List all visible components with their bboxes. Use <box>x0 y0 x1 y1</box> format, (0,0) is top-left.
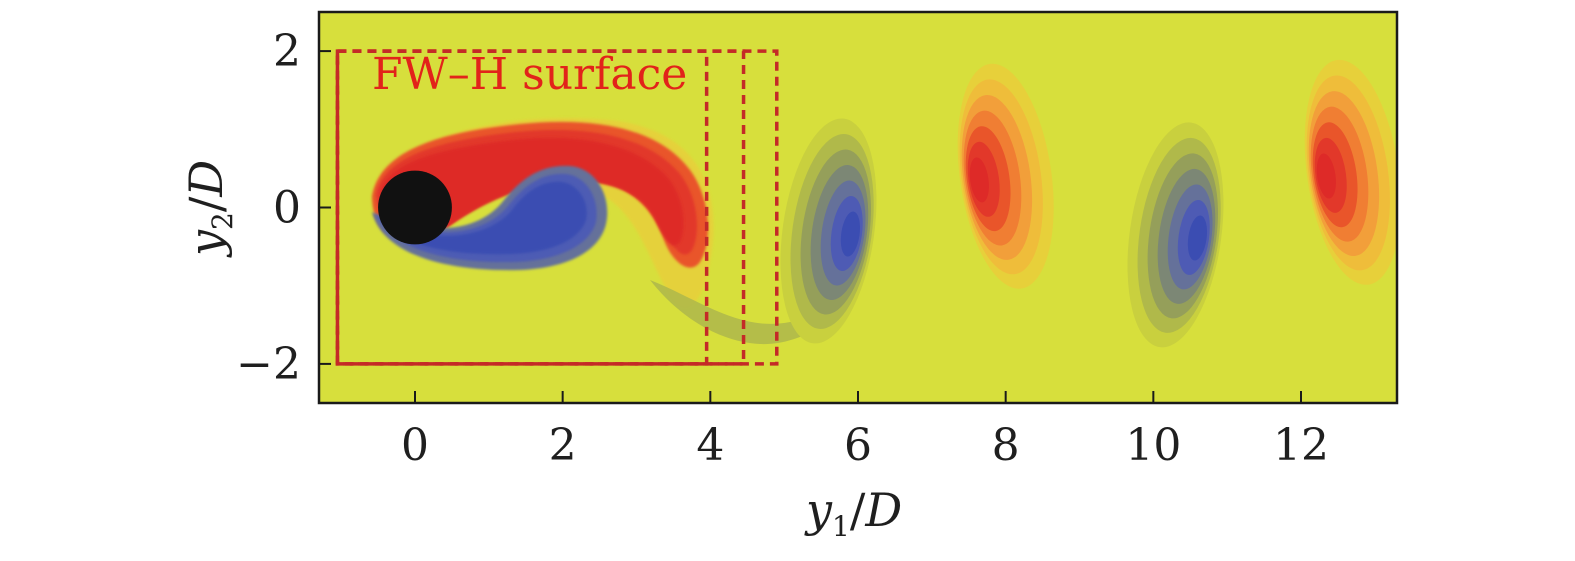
y-tick-label: 2 <box>273 26 301 77</box>
axis-ticks: 0 2 4 6 8 10 12 2 0 −2 <box>236 26 1329 471</box>
x-tick-label: 4 <box>696 420 724 471</box>
x-axis-label-var: y <box>804 483 833 537</box>
y-tick-label: −2 <box>236 339 301 390</box>
vortex-4-level-7 <box>1316 153 1336 199</box>
x-tick-label: 10 <box>1125 420 1181 471</box>
y-axis-label-div: / <box>179 196 233 212</box>
y-axis-label-var: y <box>179 229 233 258</box>
x-axis-label-sub: 1 <box>832 510 850 543</box>
y-axis-label-den: D <box>179 160 233 198</box>
x-tick-label: 12 <box>1273 420 1329 471</box>
y-tick-label: 0 <box>273 183 301 234</box>
x-tick-label: 2 <box>549 420 577 471</box>
x-tick-label: 6 <box>844 420 872 471</box>
y-axis-label-sub: 2 <box>206 212 239 230</box>
fwh-annotation: FW–H surface <box>372 49 687 100</box>
cylinder <box>378 170 452 245</box>
x-axis-label: y1/D <box>804 483 902 543</box>
fwh-surfaces <box>335 49 779 366</box>
vortex-1-level-7 <box>840 211 861 257</box>
x-axis-label-den: D <box>864 483 902 537</box>
vortex-2-level-7 <box>969 157 989 203</box>
vortex-3-level-7 <box>1187 215 1208 261</box>
y-axis-label: y2/D <box>179 160 239 258</box>
x-tick-label: 8 <box>992 420 1020 471</box>
vorticity-field <box>372 59 1397 348</box>
x-axis-label-div: / <box>850 483 866 537</box>
x-tick-label: 0 <box>401 420 429 471</box>
upper-shear-level-3 <box>380 137 684 246</box>
